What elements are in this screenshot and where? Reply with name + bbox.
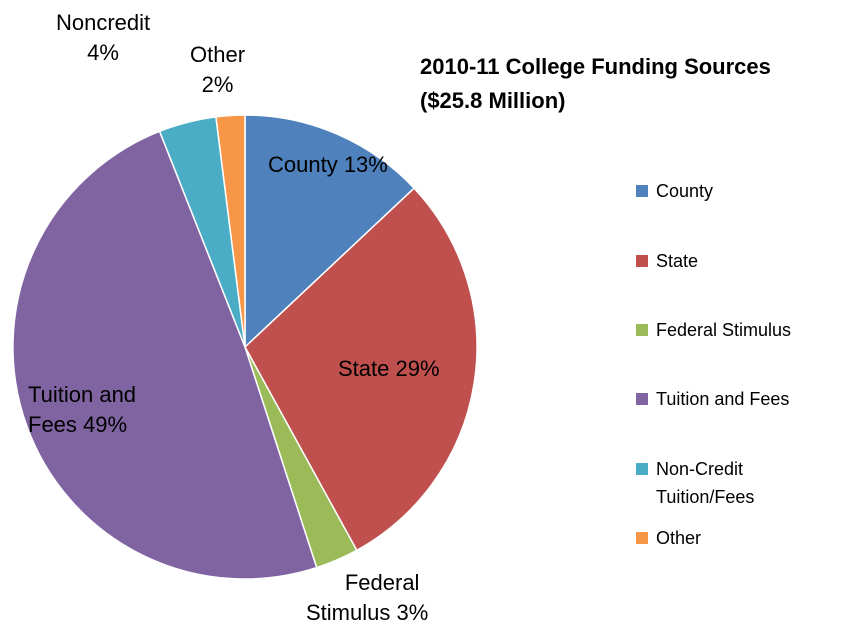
slice-label-noncredit-line2: 4%: [87, 40, 119, 65]
legend-label-non-credit-line2: Tuition/Fees: [656, 487, 755, 507]
chart-subtitle: ($25.8 Million): [420, 88, 566, 113]
slice-label-county: County 13%: [268, 150, 388, 180]
pie-slice-county: [244, 114, 416, 349]
pie-slice-tuition-and-fees: [12, 130, 318, 580]
slice-label-state-text: State 29%: [338, 356, 440, 381]
slice-label-tuition-and-fees-line2: Fees 49%: [28, 412, 128, 437]
slice-label-federal-stimulus-line1: Federal: [344, 570, 420, 595]
legend-item-federal-stimulus: Federal Stimulus: [636, 316, 791, 344]
slice-label-state: State 29%: [338, 354, 440, 384]
slice-label-noncredit-line1: Noncredit: [56, 10, 151, 35]
legend-item-other: Other: [636, 524, 701, 552]
pie-slice-state: [244, 187, 478, 552]
legend-swatch-county: [636, 185, 648, 197]
slice-label-tuition-and-fees-line1: Tuition and: [28, 382, 137, 407]
legend-swatch-tuition-and-fees: [636, 393, 648, 405]
legend-item-tuition-and-fees: Tuition and Fees: [636, 385, 789, 413]
legend-item-county: County: [636, 177, 713, 205]
slice-label-other-line1: Other: [190, 42, 246, 67]
slice-label-other: Other 2%: [190, 40, 245, 100]
legend-label-other: Other: [656, 528, 702, 548]
legend-label-tuition-and-fees: Tuition and Fees: [656, 389, 790, 409]
slice-label-other-line2: 2%: [201, 72, 234, 97]
slice-label-noncredit: Noncredit 4%: [56, 8, 150, 68]
chart-title: 2010-11 College Funding Sources: [420, 54, 771, 79]
legend-item-non-credit: Non-Credit Tuition/Fees: [636, 455, 754, 511]
legend-item-state: State: [636, 247, 698, 275]
chart-title-block: 2010-11 College Funding Sources ($25.8 M…: [420, 50, 771, 118]
legend-swatch-non-credit: [636, 463, 648, 475]
slice-label-county-text: County 13%: [268, 152, 388, 177]
slice-label-federal-stimulus-line2: Stimulus 3%: [306, 600, 429, 625]
legend-label-state: State: [656, 251, 699, 271]
legend-label-non-credit-line1: Non-Credit: [656, 459, 744, 479]
legend-swatch-state: [636, 255, 648, 267]
legend-swatch-federal-stimulus: [636, 324, 648, 336]
legend-label-county: County: [656, 181, 714, 201]
legend-swatch-other: [636, 532, 648, 544]
slice-label-federal-stimulus: Federal Stimulus 3%: [306, 568, 428, 628]
slice-label-tuition-and-fees: Tuition and Fees 49%: [28, 380, 136, 440]
pie-slice-other: [215, 114, 246, 348]
legend-label-federal-stimulus: Federal Stimulus: [656, 320, 792, 340]
